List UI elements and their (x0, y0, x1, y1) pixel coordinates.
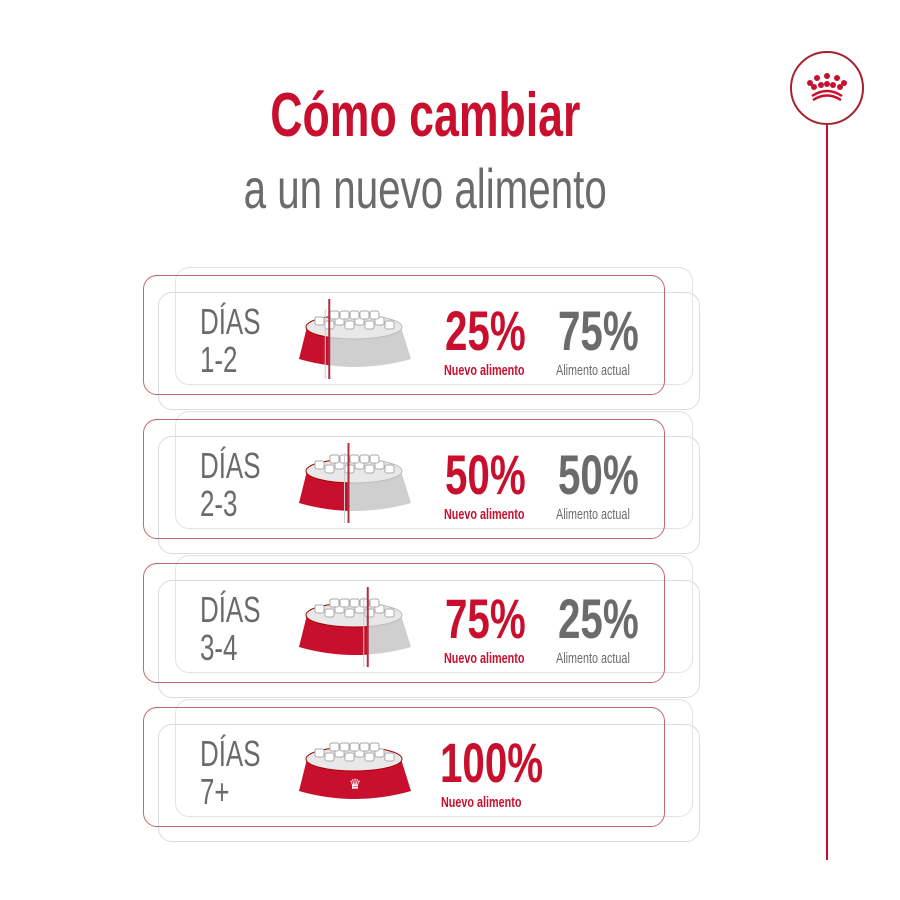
card-border (143, 275, 665, 395)
card-shadow (175, 267, 693, 385)
card-shadow (158, 580, 700, 698)
new-food-label: Nuevo alimento (444, 506, 525, 523)
card-border (143, 419, 665, 539)
current-food-percent: 75% (558, 299, 639, 362)
card-shadow (158, 436, 700, 554)
food-bowl-icon (299, 587, 411, 667)
title-line-1: Cómo cambiar (269, 81, 581, 150)
card-shadow (175, 411, 693, 529)
step-card: DÍAS 7+ ♛ 100% Nuevo alimento (0, 699, 900, 852)
title-line-2: a un nuevo alimento (243, 157, 607, 220)
timeline-line (826, 125, 828, 860)
card-shadow (158, 292, 700, 410)
new-food-label: Nuevo alimento (444, 362, 525, 379)
new-food-percent: 25% (445, 299, 526, 362)
crown-icon: ♛ (349, 776, 362, 792)
food-bowl-icon (299, 443, 411, 523)
current-food-label: Alimento actual (556, 506, 630, 523)
days-label: DÍAS 7+ (200, 733, 261, 812)
current-food-label: Alimento actual (556, 650, 630, 667)
days-label: DÍAS 1-2 (200, 301, 261, 380)
new-food-label: Nuevo alimento (444, 650, 525, 667)
current-food-label: Alimento actual (556, 362, 630, 379)
step-card: DÍAS 3-4 75% Nuevo alimento 25% Alimento … (0, 555, 900, 708)
days-label: DÍAS 3-4 (200, 589, 261, 668)
card-shadow (158, 724, 700, 842)
step-card: DÍAS 1-2 25% Nuevo alimento 75% Alimento … (0, 267, 900, 420)
card-border (143, 563, 665, 683)
food-bowl-icon (299, 299, 411, 379)
new-food-percent: 75% (445, 587, 526, 650)
new-food-percent: 100% (440, 731, 544, 794)
new-food-label: Nuevo alimento (441, 794, 522, 811)
card-shadow (175, 699, 693, 817)
card-shadow (175, 555, 693, 673)
new-food-percent: 50% (445, 443, 526, 506)
food-bowl-icon: ♛ (299, 742, 411, 799)
current-food-percent: 50% (558, 443, 639, 506)
days-label: DÍAS 2-3 (200, 445, 261, 524)
crown-icon (790, 51, 864, 125)
card-border (143, 707, 665, 827)
step-card: DÍAS 2-3 50% Nuevo alimento 50% Alimento … (0, 411, 900, 564)
current-food-percent: 25% (558, 587, 639, 650)
